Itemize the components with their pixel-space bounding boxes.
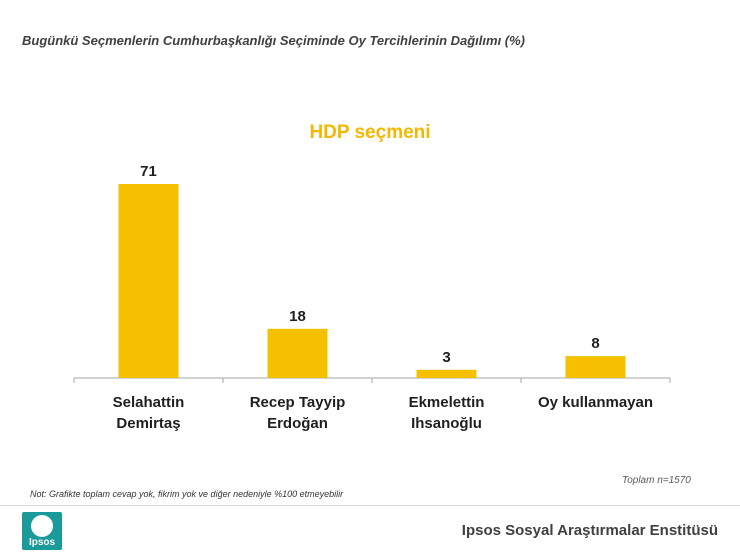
data-label: 8 [591, 335, 599, 352]
bar [118, 184, 179, 378]
bar [416, 369, 477, 378]
bar [267, 328, 328, 378]
category-label: Recep Tayyip Erdoğan [228, 392, 368, 434]
category-label-line: Recep Tayyip [249, 394, 346, 411]
logo-circle-icon [31, 515, 53, 537]
data-label: 3 [442, 349, 450, 366]
logo-text: Ipsos [28, 537, 56, 548]
footnote: Not: Grafikte toplam cevap yok, fikrim y… [30, 489, 344, 499]
bar-chart: 71 18 3 8 [73, 163, 671, 383]
category-label-line: Oy kullanmayan [537, 394, 654, 411]
category-label: Selahattin Demirtaş [79, 392, 219, 434]
footer-divider [0, 505, 740, 506]
category-label-line: Selahattin [112, 394, 185, 411]
category-label-line: Erdoğan [267, 415, 328, 432]
data-label: 71 [140, 163, 157, 180]
institute-name: Ipsos Sosyal Araştırmalar Enstitüsü [461, 522, 718, 539]
page-title: Bugünkü Seçmenlerin Cumhurbaşkanlığı Seç… [22, 33, 526, 48]
ipsos-logo: Ipsos [22, 512, 62, 550]
total-sample-note: Toplam n=1570 [622, 475, 691, 486]
data-label: 18 [289, 308, 306, 325]
category-label: Oy kullanmayan [526, 392, 666, 413]
category-label: Ekmelettin Ihsanoğlu [377, 392, 517, 434]
chart-title: HDP seçmeni [309, 122, 431, 143]
category-label-line: Ekmelettin [408, 394, 485, 411]
bar [565, 356, 626, 378]
category-label-line: Demirtaş [116, 415, 181, 432]
category-label-line: Ihsanoğlu [411, 415, 482, 432]
